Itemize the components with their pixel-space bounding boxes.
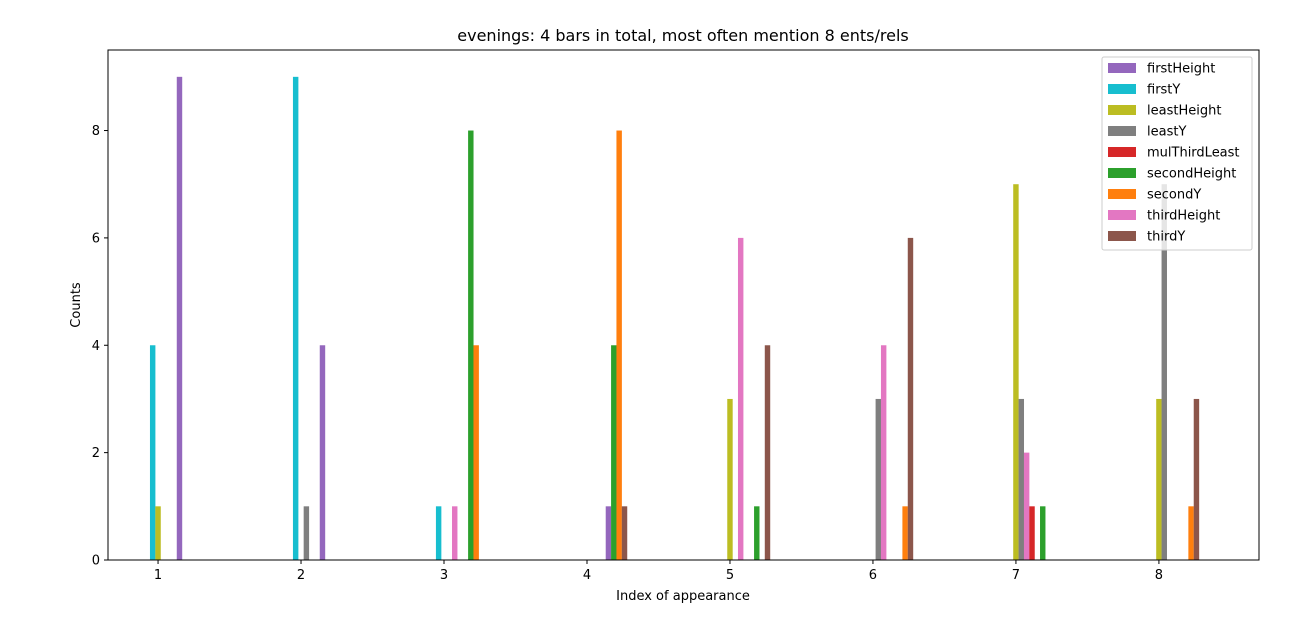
x-tick-label: 7 xyxy=(1012,568,1020,583)
legend-swatch-firstHeight xyxy=(1108,63,1136,73)
bar-secondHeight-3 xyxy=(468,130,474,561)
x-tick-label: 2 xyxy=(297,568,305,583)
bar-secondHeight-7 xyxy=(1040,506,1046,560)
bar-thirdY-8 xyxy=(1193,398,1200,560)
bar-firstHeight-4 xyxy=(605,506,612,560)
legend-box xyxy=(1101,56,1253,251)
bar-firstY-2 xyxy=(292,76,299,560)
bar-thirdHeight-6 xyxy=(880,345,887,560)
legend-label-thirdY: thirdY xyxy=(1147,230,1185,245)
chart-title: evenings: 4 bars in total, most often me… xyxy=(457,26,908,45)
bars-layer xyxy=(149,76,1200,561)
x-tick-label: 5 xyxy=(726,568,734,583)
y-tick-label: 2 xyxy=(92,446,100,461)
plot-frame xyxy=(107,49,1260,561)
bar-secondY-3 xyxy=(473,345,479,560)
bar-leastY-8 xyxy=(1161,184,1167,561)
bar-thirdY-6 xyxy=(907,237,914,561)
legend-swatch-leastHeight xyxy=(1108,105,1136,115)
bar-firstHeight-2 xyxy=(319,345,326,560)
bar-firstY-3 xyxy=(435,506,442,560)
bar-leastHeight-1 xyxy=(155,506,161,560)
legend-label-leastHeight: leastHeight xyxy=(1147,104,1221,119)
bar-leastHeight-7 xyxy=(1013,184,1019,561)
legend-label-leastY: leastY xyxy=(1147,125,1186,140)
legend-label-secondHeight: secondHeight xyxy=(1147,167,1236,182)
bar-leastY-7 xyxy=(1018,398,1025,560)
legend-swatch-firstY xyxy=(1108,84,1136,94)
bar-leastY-6 xyxy=(875,398,882,560)
bar-secondHeight-4 xyxy=(611,345,617,560)
x-tick-label: 6 xyxy=(869,568,877,583)
legend-swatch-secondHeight xyxy=(1108,168,1136,178)
legend-label-firstHeight: firstHeight xyxy=(1147,62,1215,77)
legend-label-thirdHeight: thirdHeight xyxy=(1147,209,1220,224)
y-tick-label: 4 xyxy=(92,339,100,354)
legend-label-firstY: firstY xyxy=(1147,83,1180,98)
y-axis-label: Counts xyxy=(69,282,84,328)
bar-thirdHeight-3 xyxy=(452,506,458,560)
legend-swatch-secondY xyxy=(1108,189,1136,199)
legend-swatch-thirdHeight xyxy=(1108,210,1136,220)
x-tick-label: 3 xyxy=(440,568,448,583)
bar-secondHeight-5 xyxy=(754,506,760,560)
bar-firstY-1 xyxy=(149,345,156,560)
bar-thirdY-5 xyxy=(764,345,771,560)
y-tick-label: 8 xyxy=(92,124,100,139)
x-tick-label: 8 xyxy=(1155,568,1163,583)
legend-label-secondY: secondY xyxy=(1147,188,1201,203)
legend-label-mulThirdLeast: mulThirdLeast xyxy=(1147,146,1240,161)
bar-leastHeight-5 xyxy=(727,398,733,560)
bar-leastHeight-8 xyxy=(1156,398,1162,560)
legend: firstHeight firstY leastHeight leastY mulThi… xyxy=(1101,56,1253,251)
bar-secondY-6 xyxy=(902,506,908,560)
bar-secondY-8 xyxy=(1188,506,1194,560)
legend-swatch-leastY xyxy=(1108,126,1136,136)
x-tick-label: 4 xyxy=(583,568,591,583)
x-axis: 1 2 3 4 5 6 7 8 xyxy=(154,560,1163,583)
y-tick-label: 6 xyxy=(92,231,100,246)
bar-leastY-2 xyxy=(303,506,310,560)
y-tick-label: 0 xyxy=(92,554,100,569)
bar-thirdHeight-7 xyxy=(1023,452,1030,560)
y-axis: 0 2 4 6 8 xyxy=(92,124,108,569)
x-tick-label: 1 xyxy=(154,568,162,583)
legend-swatch-thirdY xyxy=(1108,231,1136,241)
legend-swatch-mulThirdLeast xyxy=(1108,147,1136,157)
bar-thirdHeight-5 xyxy=(737,237,744,561)
bar-mulThirdLeast-7 xyxy=(1029,506,1035,560)
bar-thirdY-4 xyxy=(621,506,628,560)
bar-firstHeight-1 xyxy=(176,76,183,560)
bar-secondY-4 xyxy=(616,130,622,561)
x-axis-label: Index of appearance xyxy=(616,589,750,604)
